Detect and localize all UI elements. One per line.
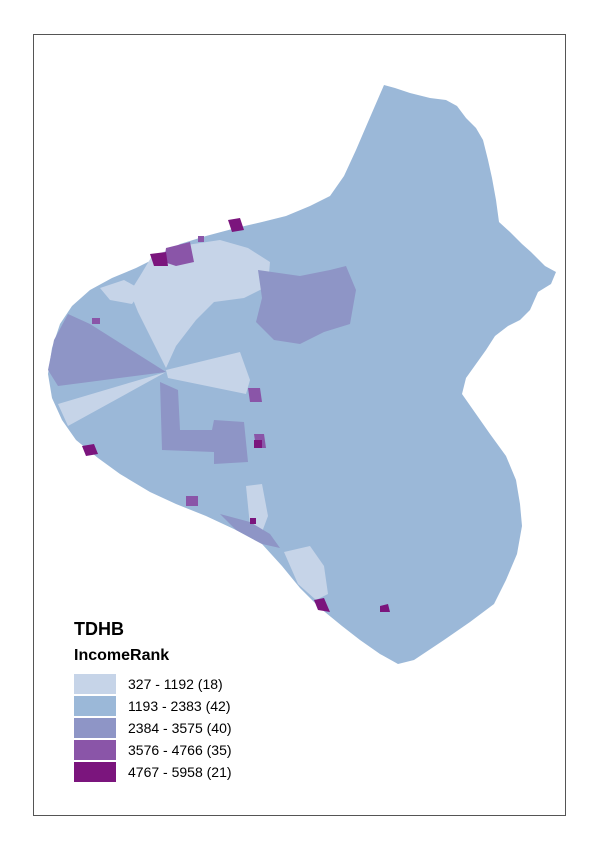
region-class4-a	[164, 242, 194, 266]
region-class3-centre	[160, 382, 248, 464]
legend-label: 2384 - 3575 (40)	[128, 720, 232, 736]
region-class5-d	[314, 598, 330, 612]
region-class4-d	[186, 496, 198, 506]
legend-field-name: IncomeRank	[74, 647, 170, 664]
legend-swatch	[74, 696, 116, 716]
region-class5-a	[228, 218, 244, 232]
legend-title: TDHB	[74, 619, 124, 639]
region-class1-centre	[166, 352, 250, 394]
legend-swatch	[74, 674, 116, 694]
legend-swatch	[74, 718, 116, 738]
region-class1-southwest	[58, 372, 166, 426]
region-class1-north	[100, 280, 142, 304]
legend: TDHB IncomeRank 327 - 1192 (18) 1193 - 2…	[74, 619, 232, 783]
legend-swatch	[74, 762, 116, 782]
legend-row: 2384 - 3575 (40)	[74, 717, 232, 739]
region-class3-coast	[220, 514, 280, 548]
legend-row: 327 - 1192 (18)	[74, 673, 232, 695]
region-class5-c	[82, 444, 98, 456]
legend-row: 4767 - 5958 (21)	[74, 761, 232, 783]
legend-swatch	[74, 740, 116, 760]
region-class3-west	[48, 314, 166, 386]
region-class3-north	[256, 266, 356, 344]
region-class4-f	[198, 236, 204, 242]
region-base	[48, 85, 556, 664]
legend-label: 1193 - 2383 (42)	[128, 698, 231, 714]
region-class5-f	[254, 440, 262, 448]
region-class1-west	[130, 240, 270, 368]
legend-label: 4767 - 5958 (21)	[128, 764, 232, 780]
region-class5-b	[150, 252, 168, 266]
legend-row: 3576 - 4766 (35)	[74, 739, 232, 761]
region-class5-e	[380, 604, 390, 612]
region-class4-b	[248, 388, 262, 402]
region-class1-south	[284, 546, 328, 600]
legend-label: 327 - 1192 (18)	[128, 676, 223, 692]
legend-row: 1193 - 2383 (42)	[74, 695, 232, 717]
region-class4-e	[92, 318, 100, 324]
region-class5-g	[250, 518, 256, 524]
legend-label: 3576 - 4766 (35)	[128, 742, 232, 758]
